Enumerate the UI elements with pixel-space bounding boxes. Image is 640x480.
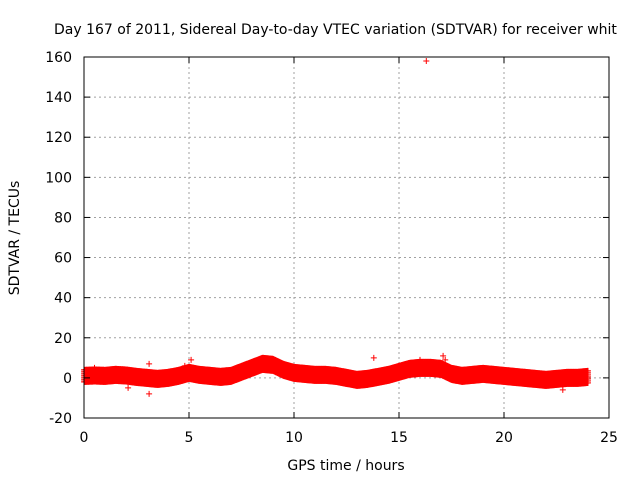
chart-title: Day 167 of 2011, Sidereal Day-to-day VTE… bbox=[54, 22, 617, 38]
data-points bbox=[81, 58, 591, 397]
grid-lines bbox=[84, 57, 609, 418]
